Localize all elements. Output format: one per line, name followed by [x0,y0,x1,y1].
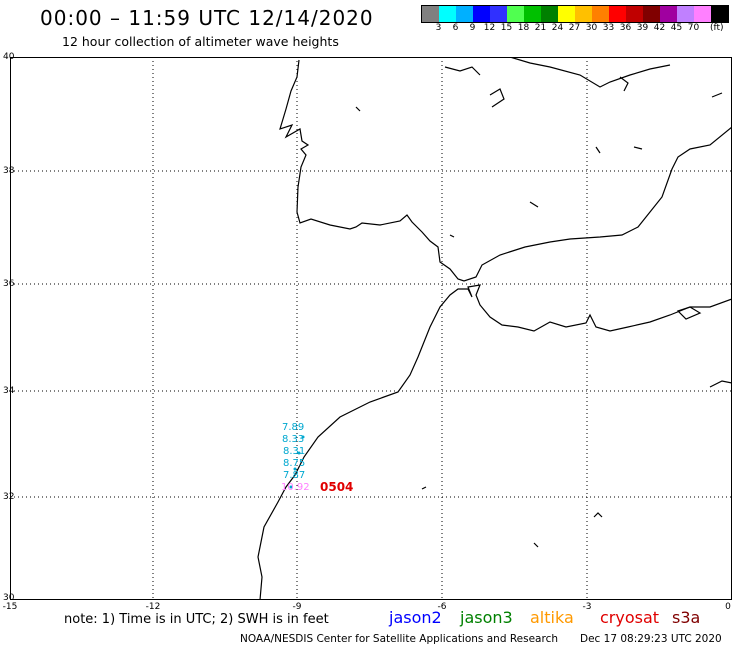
legend-unit: (ft) [710,23,724,33]
coastline [257,57,732,600]
legend-swatch [456,6,473,22]
legend-swatch [558,6,575,22]
legend-swatch [575,6,592,22]
legend-swatch [490,6,507,22]
swh-reading: 8.33 [282,434,305,445]
legend-swatch [439,6,456,22]
legend-tick-label: 3 [435,23,442,33]
legend-tick-label: 27 [568,23,581,33]
legend-swatch [473,6,490,22]
legend-tick-label: 18 [517,23,530,33]
legend-tick-label: 9 [469,23,476,33]
grid-lines [10,57,732,600]
x-tick-label: -3 [582,602,592,612]
legend-swatch [694,6,711,22]
legend-tick-label: 21 [534,23,547,33]
legend-swatch [507,6,524,22]
x-tick-label: -15 [2,602,18,612]
pass-id-label: 0504 [320,480,354,494]
credit-text: NOAA/NESDIS Center for Satellite Applica… [240,633,558,645]
legend-swatch [643,6,660,22]
legend-tick-label: 70 [687,23,700,33]
page-subtitle: 12 hour collection of altimeter wave hei… [62,34,339,49]
x-tick-label: -6 [437,602,447,612]
footer-note: note: 1) Time is in UTC; 2) SWH is in fe… [64,612,329,627]
legend-tick-label: 45 [670,23,683,33]
legend-tick-label: 6 [452,23,459,33]
legend-swatch [677,6,694,22]
y-tick-label: 32 [3,492,15,502]
map-frame [10,57,732,600]
legend-tick-label: 24 [551,23,564,33]
legend-tick-label: 15 [500,23,513,33]
legend-tick-label: 33 [602,23,615,33]
swh-reading: 7.87 [283,470,306,481]
credit-timestamp: Dec 17 08:29:23 UTC 2020 [580,633,722,645]
legend-tick-label: 42 [653,23,666,33]
swh-reading: 8.31 [283,446,306,457]
y-tick-label: 38 [3,166,15,176]
map-plot [10,57,732,600]
legend-tick-label: 30 [585,23,598,33]
satellite-jason3: jason3 [460,608,513,627]
legend-swatch [592,6,609,22]
legend-tick-label: 36 [619,23,632,33]
y-tick-label: 30 [3,593,15,603]
legend-swatch [626,6,643,22]
swh-reading: 7.89 [282,422,305,433]
satellite-jason2: jason2 [389,608,442,627]
y-tick-label: 40 [3,52,15,62]
legend-swatch [711,6,728,22]
track-points [289,435,305,489]
legend-swatch [660,6,677,22]
legend-swatch [524,6,541,22]
swh-reading: 8.75 [283,458,306,469]
y-tick-label: 34 [3,386,15,396]
satellite-altika: altika [530,608,574,627]
x-tick-label: 0 [725,602,731,612]
x-tick-label: -12 [145,602,161,612]
satellite-s3a: s3a [672,608,701,627]
legend-swatch [609,6,626,22]
legend-tick-label: 12 [483,23,496,33]
x-tick-label: -9 [292,602,302,612]
legend-tick-label: 39 [636,23,649,33]
legend-swatch [541,6,558,22]
y-tick-label: 36 [3,279,15,289]
page-title: 00:00 – 11:59 UTC 12/14/2020 [40,6,374,30]
satellite-cryosat: cryosat [600,608,660,627]
legend-swatch [422,6,439,22]
swh-reading: 10.92 [281,482,310,493]
swh-color-legend [421,5,729,23]
